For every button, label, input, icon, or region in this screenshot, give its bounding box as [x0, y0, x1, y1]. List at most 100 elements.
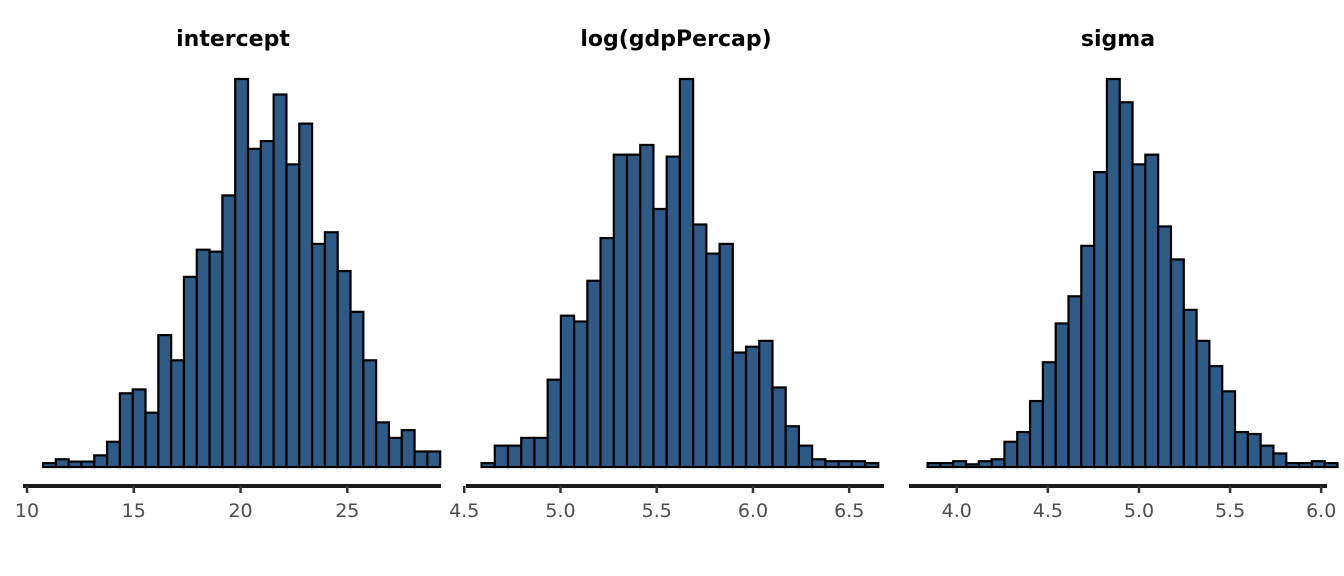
histogram-bar — [157, 333, 173, 469]
histogram-bar — [1131, 163, 1147, 469]
histogram-bar — [1208, 365, 1224, 469]
histogram-bar — [272, 93, 288, 469]
histogram-bar — [665, 155, 681, 469]
histogram-bar — [1285, 462, 1301, 469]
histogram-bar — [1041, 361, 1057, 469]
histogram-bar — [850, 460, 867, 469]
histogram-bar — [1144, 153, 1160, 469]
x-tick-label: 5.5 — [642, 500, 672, 522]
histogram-bar — [67, 460, 83, 469]
histogram-bar — [1054, 322, 1070, 469]
histogram-bar — [413, 450, 429, 469]
histogram-bar — [170, 359, 186, 469]
histogram-bar — [1195, 339, 1211, 469]
bars — [480, 77, 880, 469]
histogram-bar — [599, 236, 615, 469]
histogram-bar — [400, 429, 416, 469]
histogram-bar — [573, 320, 589, 469]
x-axis-ticks: 4.0 4.5 5.0 5.5 6.0 — [942, 486, 1336, 522]
histogram-bar — [964, 463, 980, 469]
bars — [926, 77, 1339, 469]
histogram-bar — [480, 462, 496, 469]
histogram-bar — [426, 450, 442, 469]
histogram-bar — [824, 460, 840, 469]
histogram-bar — [246, 147, 262, 469]
histogram-bar — [285, 163, 301, 469]
histogram-bar — [1272, 452, 1288, 469]
histogram-bar — [1028, 399, 1044, 469]
x-tick-label: 6.0 — [738, 500, 768, 522]
x-tick-label: 25 — [335, 500, 359, 522]
histogram-bar — [298, 122, 314, 469]
histogram-bar — [118, 392, 134, 469]
histogram-bar — [41, 462, 57, 469]
histogram-bar — [54, 458, 70, 469]
histogram-bar — [533, 436, 549, 469]
histogram-bar — [1259, 444, 1275, 469]
histogram-bar — [336, 269, 352, 469]
histogram-bar — [952, 460, 968, 469]
histogram-bar — [744, 345, 761, 469]
x-tick-label: 5.0 — [545, 500, 575, 522]
histogram-bar — [493, 444, 510, 469]
x-tick-label: 5.5 — [1215, 500, 1245, 522]
histogram-bar — [652, 207, 668, 469]
histogram-bar — [939, 462, 955, 469]
histogram-bar — [586, 279, 602, 469]
x-axis-ticks: 10 15 20 25 — [15, 486, 359, 522]
histogram-bar — [520, 436, 536, 469]
histogram-bar — [1067, 295, 1083, 469]
histogram-bar — [705, 252, 721, 469]
histogram-bar — [731, 351, 748, 469]
histogram-bar — [131, 388, 147, 469]
histogram-bar — [1080, 244, 1096, 469]
histogram-bar — [837, 460, 853, 469]
histogram-bar — [559, 314, 576, 469]
histogram-bar — [1297, 462, 1313, 469]
histogram-bar — [1182, 308, 1198, 469]
histogram-bar — [506, 444, 523, 469]
histogram-bar — [612, 153, 629, 469]
histogram-bar — [977, 460, 993, 469]
histogram-bar — [349, 310, 365, 469]
histogram-bar — [93, 454, 109, 469]
histogram-bar — [259, 139, 275, 469]
x-tick-label: 4.0 — [942, 500, 972, 522]
x-tick-label: 5.0 — [1124, 500, 1154, 522]
histogram-bar — [310, 242, 326, 469]
histogram-bar — [323, 231, 339, 469]
panel-title: sigma — [1081, 27, 1155, 52]
histogram-bar — [1105, 77, 1121, 469]
histogram-bar — [1169, 258, 1185, 469]
histogram-bar — [758, 339, 774, 469]
histogram-bar — [80, 460, 96, 469]
panel-title: intercept — [176, 27, 290, 52]
panel-title: log(gdpPercap) — [580, 27, 771, 52]
bars — [41, 77, 442, 469]
histogram-bar — [1016, 430, 1032, 469]
histogram-bar — [1323, 462, 1339, 469]
x-tick-label: 4.5 — [449, 500, 479, 522]
histogram-bar — [208, 250, 224, 469]
histogram-bar — [1233, 430, 1249, 469]
histogram-bar — [692, 223, 708, 469]
x-tick-label: 6.0 — [1306, 500, 1336, 522]
histogram-bar — [639, 143, 655, 469]
histogram-bar — [1246, 432, 1262, 469]
histogram-bar — [797, 444, 814, 469]
histogram-bar — [546, 378, 562, 469]
histogram-bar — [811, 458, 827, 469]
histogram-bar — [1310, 460, 1326, 469]
histogram-bar — [1003, 440, 1019, 469]
panel-sigma: sigma 4.0 4.5 5.0 5.5 6.0 — [909, 27, 1339, 522]
histogram-bar — [784, 425, 801, 469]
histogram-bar — [234, 77, 250, 469]
histogram-bar — [1118, 101, 1134, 469]
panel-intercept: intercept 10 15 20 25 — [15, 27, 442, 522]
x-tick-label: 20 — [228, 500, 252, 522]
histogram-bar — [926, 462, 942, 469]
histogram-bar — [144, 411, 160, 469]
histogram-bar — [1221, 390, 1237, 469]
histogram-bar — [195, 248, 211, 469]
histogram-bar — [678, 77, 695, 469]
